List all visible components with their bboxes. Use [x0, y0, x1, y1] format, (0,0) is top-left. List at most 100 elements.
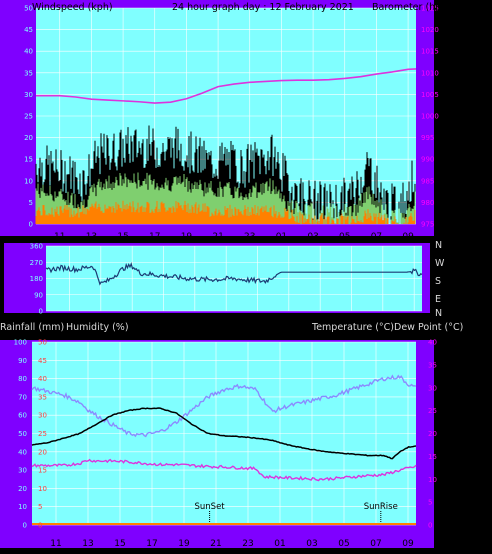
axis-labels: 11 13 15 17 19 21 23 01 03 05 07 090510152025303540… [14, 5, 439, 550]
x-tick-label: 07 [371, 232, 382, 242]
humidity-tick-label: 50 [18, 430, 27, 438]
temperature-axis-title: Temperature (°C) [311, 322, 394, 333]
wind-tick-label: 0 [29, 221, 33, 229]
barometer-tick-label: 1015 [421, 48, 439, 56]
direction-tick-label: 180 [30, 275, 43, 283]
direction-tick-label: 0 [39, 308, 43, 316]
barometer-tick-label: 1025 [421, 5, 439, 13]
x-tick-label: 13 [86, 232, 97, 242]
x-tick-label: 01 [276, 232, 287, 242]
temperature-line [31, 407, 417, 460]
barometer-line [36, 68, 417, 104]
barometer-tick-label: 1010 [421, 69, 439, 77]
x-tick-label: 13 [82, 539, 93, 549]
wind-tick-label: 25 [24, 113, 33, 121]
x-tick-label: 03 [307, 232, 318, 242]
rain-tick-label: 20 [38, 448, 47, 456]
humidity-tick-label: 40 [18, 448, 27, 456]
rain-tick-label: 30 [38, 412, 47, 420]
sunset-label: SunSet [195, 502, 226, 512]
barometer-tick-label: 985 [421, 177, 434, 185]
barometer-tick-label: 1020 [421, 26, 439, 34]
wind-tick-label: 45 [24, 26, 33, 34]
x-tick-label: 01 [274, 539, 285, 549]
wind-direction-line [45, 261, 423, 286]
humidity-tick-label: 20 [18, 485, 27, 493]
dew-point-axis-title: Dew Point (°C) [394, 322, 463, 333]
x-tick-label: 09 [402, 232, 414, 242]
x-tick-label: 15 [114, 539, 125, 549]
temperature-series [31, 374, 417, 525]
x-tick-label: 11 [50, 539, 61, 549]
direction-tick-label: 90 [34, 291, 43, 299]
direction-grid [46, 245, 422, 312]
barometer-tick-label: 975 [421, 221, 434, 229]
humidity-tick-label: 60 [18, 412, 27, 420]
wind-tick-label: 15 [24, 156, 33, 164]
direction-tick-label: 270 [30, 259, 43, 267]
temperature-tick-label: 40 [428, 339, 437, 347]
x-tick-label: 03 [306, 539, 317, 549]
humidity-tick-label: 30 [18, 467, 27, 475]
humidity-axis-title: Humidity (%) [66, 322, 129, 333]
x-tick-label: 07 [370, 539, 381, 549]
x-tick-label: 09 [402, 539, 414, 549]
x-tick-label: 23 [244, 232, 255, 242]
barometer-axis-title: Barometer (hpa) [372, 2, 451, 13]
temperature-tick-label: 25 [428, 407, 437, 415]
direction-letter-n-top: N [435, 240, 442, 251]
temperature-tick-label: 20 [428, 430, 437, 438]
barometer-tick-label: 1005 [421, 91, 439, 99]
direction-letter-n-bottom: N [435, 308, 442, 319]
sunrise-label: SunRise [364, 502, 398, 512]
humidity-tick-label: 80 [18, 375, 27, 383]
temperature-tick-label: 5 [428, 499, 432, 507]
direction-series [45, 261, 423, 286]
rain-tick-label: 50 [38, 339, 47, 347]
x-tick-label: 17 [149, 232, 160, 242]
humidity-tick-label: 90 [18, 357, 27, 365]
rain-tick-label: 10 [38, 485, 47, 493]
humidity-tick-label: 10 [18, 503, 27, 511]
wind-tick-label: 40 [24, 48, 33, 56]
humidity-line [31, 374, 417, 438]
barometer-tick-label: 980 [421, 199, 434, 207]
direction-letter-w: W [435, 258, 445, 269]
x-tick-label: 17 [146, 539, 157, 549]
wind-series [35, 68, 417, 224]
x-tick-label: 21 [210, 539, 221, 549]
wind-tick-label: 20 [24, 134, 33, 142]
x-tick-label: 19 [181, 232, 193, 242]
x-tick-label: 21 [212, 232, 223, 242]
x-tick-label: 11 [54, 232, 65, 242]
wind-tick-label: 10 [24, 177, 33, 185]
x-tick-label: 23 [242, 539, 253, 549]
humidity-tick-label: 0 [23, 522, 27, 530]
x-tick-label: 05 [339, 232, 350, 242]
barometer-tick-label: 995 [421, 134, 434, 142]
wind-tick-label: 30 [24, 91, 33, 99]
barometer-tick-label: 1000 [421, 113, 439, 121]
direction-tick-label: 360 [30, 243, 43, 251]
wind-tick-label: 50 [24, 5, 33, 13]
rain-tick-label: 25 [38, 430, 47, 438]
barometer-tick-label: 990 [421, 156, 434, 164]
rain-tick-label: 45 [38, 357, 47, 365]
x-tick-label: 19 [178, 539, 190, 549]
humidity-tick-label: 100 [14, 339, 27, 347]
rain-tick-label: 0 [38, 522, 42, 530]
temperature-tick-label: 30 [428, 384, 437, 392]
x-tick-label: 15 [117, 232, 128, 242]
rain-tick-label: 5 [38, 503, 42, 511]
direction-letter-e: E [435, 294, 441, 305]
direction-letter-s: S [435, 276, 441, 287]
rain-tick-label: 35 [38, 393, 47, 401]
rain-axis-title: Rainfall (mm) [0, 322, 64, 333]
temperature-tick-label: 35 [428, 361, 437, 369]
dew-point-line [31, 458, 417, 482]
wind-axis-title: Windspeed (kph) [32, 2, 113, 13]
rain-tick-label: 40 [38, 375, 47, 383]
graph-date-title: 24 hour graph day : 12 February 2021 [172, 2, 354, 13]
temperature-tick-label: 10 [428, 476, 437, 484]
